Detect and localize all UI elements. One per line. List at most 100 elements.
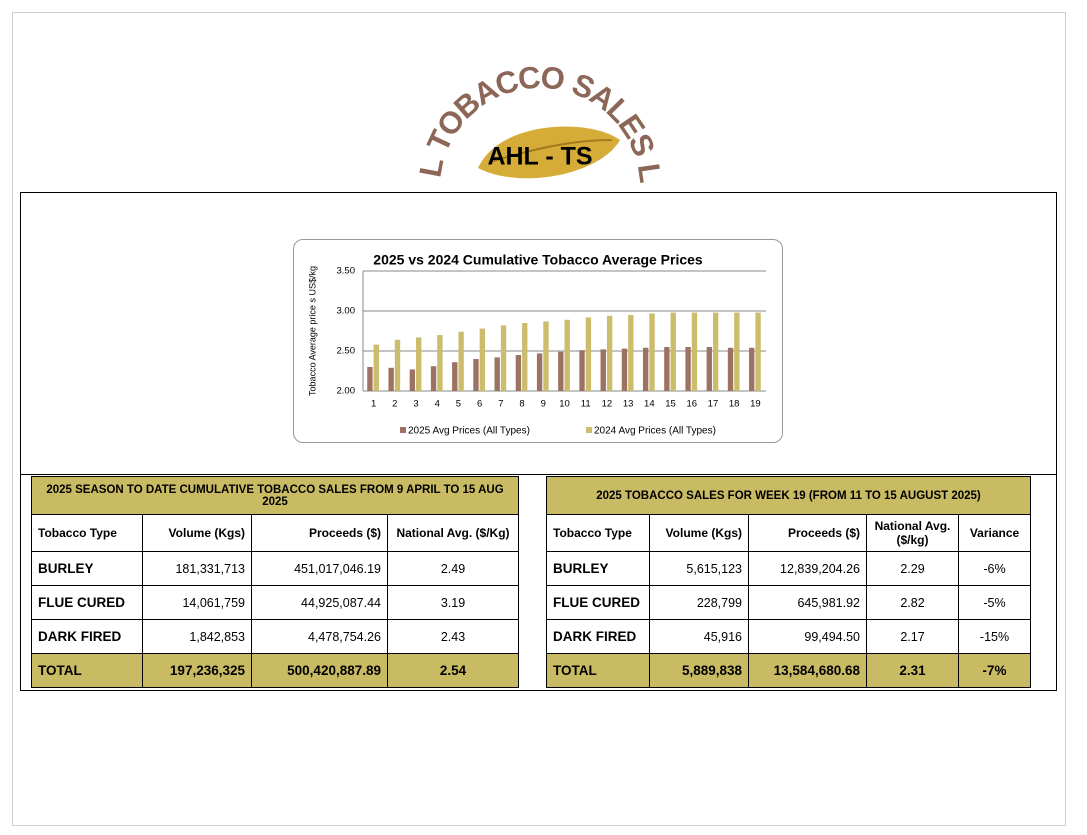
bar [437, 335, 443, 391]
bar [452, 362, 458, 391]
total-cell: 13,584,680.68 [748, 653, 867, 688]
header-row: Tobacco Type Volume (Kgs) Proceeds ($) Nati… [546, 514, 1031, 552]
bar [564, 319, 570, 391]
x-tick-label: 5 [456, 399, 461, 410]
total-cell: 5,889,838 [649, 653, 749, 688]
legend-label: 2025 Avg Prices (All Types) [408, 426, 530, 437]
bar [606, 315, 613, 391]
bar [585, 317, 592, 391]
cell: 451,017,046.19 [251, 551, 388, 586]
title-row: 2025 SEASON TO DATE CUMULATIVE TOBACCO S… [30, 476, 520, 515]
cell: 12,839,204.26 [748, 551, 867, 586]
chart: 2025 vs 2024 Cumulative Tobacco Average … [307, 252, 766, 437]
y-tick-label: 2.00 [337, 386, 356, 397]
total-cell: 2.31 [866, 653, 959, 688]
x-tick-label: 9 [541, 399, 546, 410]
bar [494, 357, 500, 391]
x-tick-label: 4 [435, 399, 440, 410]
column-header: National Avg. ($/kg) [866, 514, 959, 552]
cell: 14,061,759 [142, 585, 252, 620]
cell: 2.29 [866, 551, 959, 586]
data-row: DARK FIRED 1,842,853 4,478,754.26 2.43 [31, 619, 520, 654]
bar [373, 344, 379, 391]
x-tick-label: 12 [602, 399, 613, 410]
x-tick-label: 10 [559, 399, 570, 410]
bar [367, 367, 373, 391]
bar [430, 366, 437, 391]
total-row: TOTAL 197,236,325 500,420,887.89 2.54 [31, 653, 520, 688]
cell: 1,842,853 [142, 619, 252, 654]
table-title: 2025 TOBACCO SALES FOR WEEK 19 (FROM 11 … [546, 476, 1031, 515]
logo-leaf [478, 126, 620, 179]
cell: -5% [958, 585, 1031, 620]
x-tick-label: 19 [750, 399, 761, 410]
logo-leaf-vein [489, 139, 613, 163]
bar [416, 337, 422, 391]
data-row: DARK FIRED 45,916 99,494.50 2.17 -15% [546, 619, 1031, 654]
legend-swatch [400, 427, 406, 433]
bar [628, 315, 634, 391]
total-cell: TOTAL [546, 653, 650, 688]
total-cell: TOTAL [31, 653, 143, 688]
bar [727, 347, 734, 391]
total-cell: 197,236,325 [142, 653, 252, 688]
bar [500, 325, 507, 391]
cell: -15% [958, 619, 1031, 654]
cell: DARK FIRED [546, 619, 650, 654]
x-tick-label: 15 [665, 399, 676, 410]
cell: 228,799 [649, 585, 749, 620]
x-tick-label: 7 [498, 399, 503, 410]
bar [649, 313, 655, 391]
data-row: FLUE CURED 228,799 645,981.92 2.82 -5% [546, 585, 1031, 620]
legend-swatch [586, 427, 592, 433]
data-row: BURLEY 181,331,713 451,017,046.19 2.49 [31, 551, 520, 586]
bar [458, 331, 464, 391]
x-tick-label: 16 [686, 399, 697, 410]
bar [409, 369, 416, 391]
x-tick-label: 1 [371, 399, 376, 410]
cell: -6% [958, 551, 1031, 586]
bar [734, 312, 740, 391]
chart-box [20, 192, 1057, 475]
column-header: Variance [958, 514, 1031, 552]
bar [755, 312, 761, 391]
cumulative-table: 2025 SEASON TO DATE CUMULATIVE TOBACCO S… [30, 476, 520, 688]
cell: 2.43 [386, 619, 520, 654]
legend-label: 2024 Avg Prices (All Types) [594, 426, 716, 437]
bar [685, 347, 691, 391]
column-header: Volume (Kgs) [142, 514, 252, 552]
bar [558, 351, 564, 391]
x-tick-label: 11 [581, 399, 591, 410]
bar [664, 347, 670, 391]
column-header: Tobacco Type [546, 514, 650, 552]
column-header: Proceeds ($) [251, 514, 388, 552]
cell: FLUE CURED [31, 585, 143, 620]
logo-center-text: AHL - TS [487, 143, 592, 171]
x-tick-label: 18 [729, 399, 740, 410]
y-tick-label: 3.00 [337, 306, 356, 317]
total-cell: 500,420,887.89 [251, 653, 388, 688]
x-tick-label: 2 [392, 399, 397, 410]
weekly-table: 2025 TOBACCO SALES FOR WEEK 19 (FROM 11 … [546, 476, 1031, 688]
y-axis-label: Tobacco Average price s US$/kg [307, 266, 317, 396]
cell: BURLEY [546, 551, 650, 586]
bar [706, 347, 712, 391]
x-tick-label: 17 [708, 399, 719, 410]
chart-title: 2025 vs 2024 Cumulative Tobacco Average … [373, 252, 703, 268]
cell: 44,925,087.44 [251, 585, 388, 620]
x-tick-label: 14 [644, 399, 655, 410]
cell: 2.82 [866, 585, 959, 620]
cell: 3.19 [386, 585, 520, 620]
header-row: Tobacco Type Volume (Kgs) Proceeds ($) Nati… [31, 514, 520, 552]
cell: 645,981.92 [748, 585, 867, 620]
total-row: TOTAL 5,889,838 13,584,680.68 2.31 -7% [546, 653, 1031, 688]
x-tick-label: 6 [477, 399, 482, 410]
bar [642, 347, 649, 391]
title-row: 2025 TOBACCO SALES FOR WEEK 19 (FROM 11 … [546, 476, 1031, 515]
column-header: Volume (Kgs) [649, 514, 749, 552]
cell: 5,615,123 [649, 551, 749, 586]
cell: 45,916 [649, 619, 749, 654]
bar [473, 359, 479, 391]
cell: 4,478,754.26 [251, 619, 388, 654]
